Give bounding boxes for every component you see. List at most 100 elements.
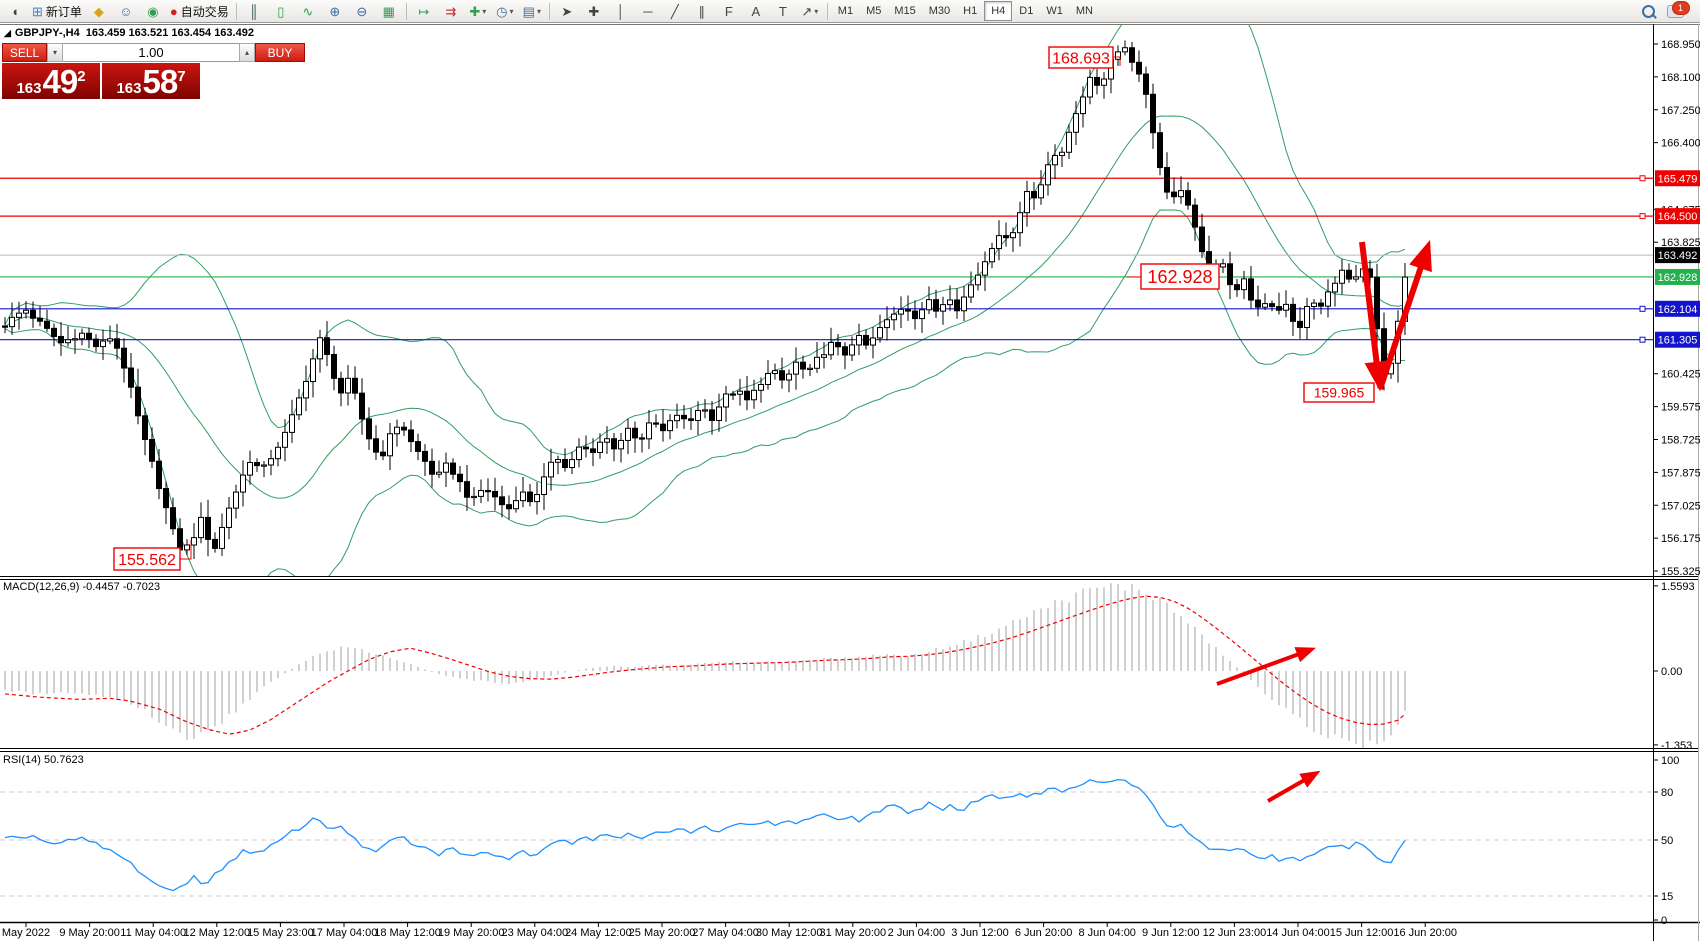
arrows-tool-button[interactable]: ↗ ▾ [797, 1, 823, 21]
svg-text:50: 50 [1661, 835, 1673, 847]
price-tag [1655, 208, 1700, 225]
dropdown-icon: ▾ [482, 6, 487, 16]
search-button[interactable] [1635, 1, 1661, 21]
svg-text:157.875: 157.875 [1661, 467, 1700, 479]
svg-text:157.025: 157.025 [1661, 500, 1700, 512]
sell-price-big: 49 [42, 63, 78, 100]
notification-badge: 1 [1671, 0, 1690, 15]
tf-m5-button[interactable]: M5 [866, 5, 882, 17]
tf-m30-button[interactable]: M30 [928, 5, 951, 17]
buy-price-prefix: 163 [116, 80, 142, 97]
zoom-out-button[interactable]: ⊖ [349, 1, 375, 21]
cursor-tool-button[interactable]: ➤ [554, 1, 580, 21]
trend-arrow[interactable] [1377, 239, 1432, 390]
candles [2, 40, 1408, 559]
svg-text:162.928: 162.928 [1147, 267, 1212, 287]
market-watch-button[interactable]: ◆ [86, 1, 112, 21]
trend-arrow[interactable] [1267, 770, 1321, 803]
svg-text:0: 0 [1661, 915, 1667, 927]
trend-arrow[interactable] [1359, 241, 1389, 392]
svg-text:168.693: 168.693 [1052, 50, 1110, 67]
toolbar-separator [235, 2, 237, 20]
account-icon: ☺ [119, 3, 133, 19]
svg-text:100: 100 [1661, 755, 1679, 767]
time-label: 23 May 04:00 [501, 927, 568, 939]
buy-button[interactable]: BUY [255, 43, 305, 62]
new-order-label: 新订单 [45, 4, 82, 19]
channel-icon: ∥ [698, 3, 706, 19]
buy-price-sup: 7 [177, 68, 186, 85]
notifications-button[interactable]: 1 [1662, 0, 1690, 21]
svg-text:1.5593: 1.5593 [1661, 581, 1695, 593]
candle-chart-button[interactable]: ▯ [268, 1, 294, 21]
horizontal-line-tool-button[interactable]: ─ [635, 1, 661, 21]
crosshair-tool-button[interactable]: ✚ [581, 1, 607, 21]
time-label: 2 Jun 04:00 [888, 927, 946, 939]
dropdown-icon: ▾ [536, 6, 541, 16]
auto-scroll-button[interactable]: ↦ [411, 1, 437, 21]
signals-button[interactable]: ◉ [140, 1, 166, 21]
price-tag [1655, 300, 1700, 317]
trendline-tool-button[interactable]: ╱ [662, 1, 688, 21]
templates-button[interactable]: ▤ ▾ [519, 1, 545, 21]
add-indicator-icon: ✚ [469, 3, 481, 19]
price-callout[interactable] [113, 547, 181, 571]
partial-left-button[interactable]: ◖ [2, 1, 28, 21]
vertical-line-tool-button[interactable]: │ [608, 1, 634, 21]
volume-increase-button[interactable]: ▴ [239, 43, 255, 62]
tf-d1-button[interactable]: D1 [1019, 5, 1034, 17]
tile-windows-button[interactable]: ▦ [376, 1, 402, 21]
text-label-tool-button[interactable]: T [770, 1, 796, 21]
chart-shift-button[interactable]: ⇉ [438, 1, 464, 21]
search-icon [1641, 4, 1655, 18]
symbol-info-bar: ◢ GBPJPY-,H4 163.459 163.521 163.454 163.4… [4, 27, 254, 39]
autotrade-button[interactable]: ● 自动交易 [167, 1, 232, 21]
svg-text:155.325: 155.325 [1661, 566, 1700, 578]
trend-arrow[interactable] [1216, 647, 1317, 686]
sell-button[interactable]: SELL [2, 43, 47, 62]
price-tag [1655, 170, 1700, 187]
autotrade-label: 自动交易 [180, 4, 229, 19]
time-label: 31 May 20:00 [819, 927, 886, 939]
fibonacci-tool-button[interactable]: F [716, 1, 742, 21]
periods-button[interactable]: ◷ ▾ [492, 1, 518, 21]
text-tool-button[interactable]: A [743, 1, 769, 21]
macd-pane [4, 583, 1406, 748]
new-order-icon: ⊞ [32, 3, 43, 19]
dropdown-icon: ▾ [509, 6, 514, 16]
svg-text:167.250: 167.250 [1661, 105, 1700, 117]
tf-h4-button[interactable]: H4 [984, 1, 1013, 21]
accounts-button[interactable]: ☺ [113, 1, 139, 21]
candle-chart-icon: ▯ [277, 3, 285, 19]
buy-price-display[interactable]: 163 58 7 [102, 63, 200, 99]
zoom-in-button[interactable]: ⊕ [322, 1, 348, 21]
price-callout[interactable] [1303, 382, 1375, 403]
svg-text:164.500: 164.500 [1658, 211, 1698, 223]
red-annotations[interactable]: 168.693 162.928 159.965 155.562 [113, 46, 1432, 803]
volume-decrease-button[interactable]: ▾ [47, 43, 63, 62]
add-indicator-button[interactable]: ✚ ▾ [465, 1, 491, 21]
horizontal-lines[interactable] [0, 177, 1653, 341]
tf-m15-button[interactable]: M15 [894, 5, 916, 17]
sell-price-display[interactable]: 163 49 2 [2, 63, 100, 99]
svg-text:162.928: 162.928 [1658, 272, 1698, 284]
gold-diamond-icon: ◆ [93, 3, 104, 19]
tf-m1-button[interactable]: M1 [837, 5, 854, 17]
svg-text:159.575: 159.575 [1661, 402, 1700, 414]
new-order-button[interactable]: ⊞ 新订单 [29, 1, 85, 21]
tf-h1-button[interactable]: H1 [963, 5, 978, 17]
svg-text:160.425: 160.425 [1661, 369, 1700, 381]
tf-w1-button[interactable]: W1 [1046, 5, 1063, 17]
zoom-in-icon: ⊕ [329, 3, 341, 19]
volume-input[interactable] [63, 43, 239, 62]
line-chart-button[interactable]: ∿ [295, 1, 321, 21]
time-label: 12 Jun 23:00 [1203, 927, 1267, 939]
price-callout[interactable] [1048, 46, 1114, 69]
tf-mn-button[interactable]: MN [1075, 5, 1093, 17]
clipped-icon: ◖ [11, 3, 19, 19]
channel-tool-button[interactable]: ∥ [689, 1, 715, 21]
price-callout[interactable] [1140, 263, 1220, 290]
bar-chart-button[interactable]: ║ [241, 1, 267, 21]
bar-chart-icon: ║ [249, 3, 259, 19]
